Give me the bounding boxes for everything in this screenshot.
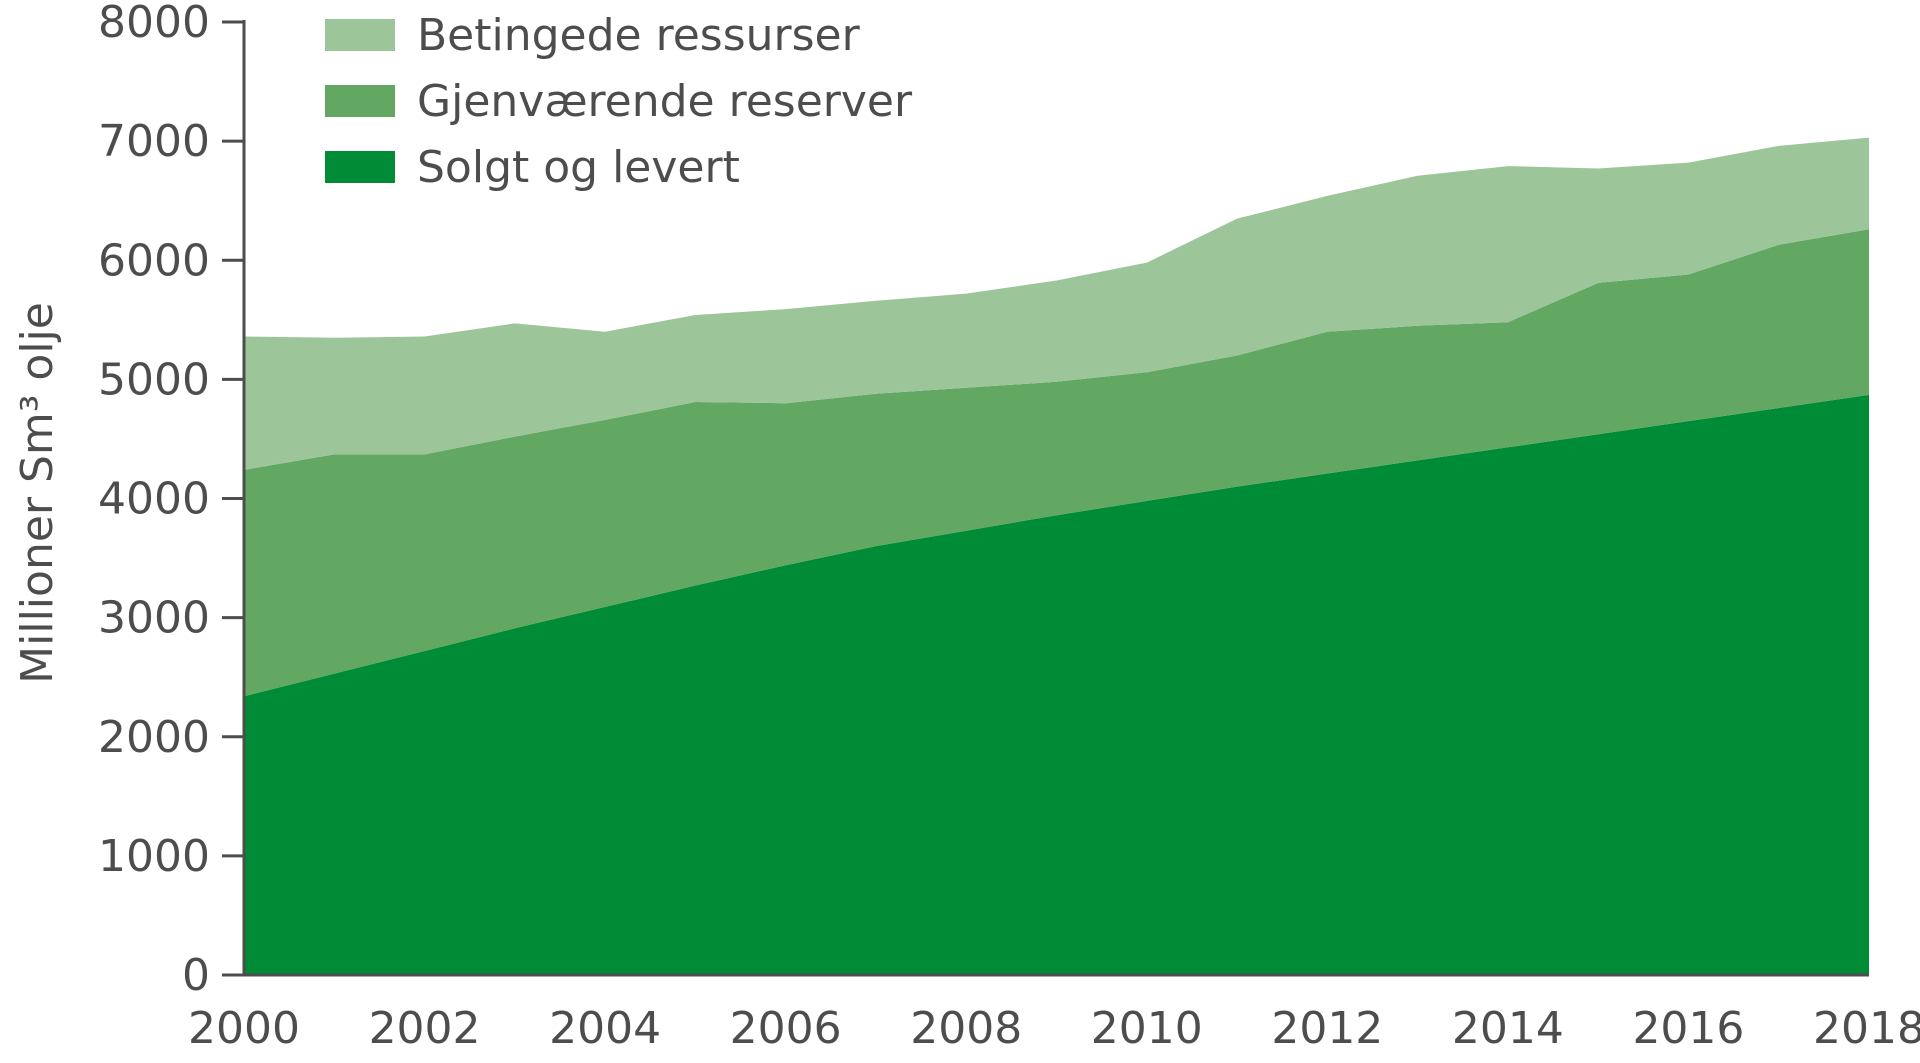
y-tick-label: 0 bbox=[182, 950, 210, 1001]
y-tick-label: 8000 bbox=[98, 0, 210, 48]
x-tick-label: 2012 bbox=[1271, 1003, 1383, 1054]
x-tick-label: 2004 bbox=[549, 1003, 661, 1054]
legend-label: Betingede ressurser bbox=[417, 10, 861, 61]
x-tick-labels: 2000 2002 2004 2006 2008 2010 2012 2014 2016 2018 bbox=[188, 1003, 1920, 1054]
legend-label: Solgt og levert bbox=[417, 142, 740, 193]
y-tick-label: 7000 bbox=[98, 116, 210, 167]
area-series-group bbox=[244, 137, 1869, 975]
x-tick-label: 2016 bbox=[1632, 1003, 1744, 1054]
legend-label: Gjenværende reserver bbox=[417, 76, 913, 127]
y-axis-title: Millioner Sm³ olje bbox=[12, 302, 63, 684]
legend-swatch bbox=[325, 19, 395, 51]
x-tick-label: 2000 bbox=[188, 1003, 300, 1054]
y-tick-label: 2000 bbox=[98, 712, 210, 763]
y-tick-label: 3000 bbox=[98, 593, 210, 644]
y-tick-labels: 0 1000 2000 3000 4000 5000 6000 7000 8000 bbox=[98, 0, 210, 1001]
x-tick-label: 2010 bbox=[1091, 1003, 1203, 1054]
y-tick-label: 1000 bbox=[98, 831, 210, 882]
x-tick-label: 2002 bbox=[369, 1003, 481, 1054]
y-tick-label: 6000 bbox=[98, 235, 210, 286]
area-series-solgt-og-levert bbox=[244, 394, 1869, 975]
x-tick-label: 2018 bbox=[1813, 1003, 1920, 1054]
y-tick-label: 4000 bbox=[98, 474, 210, 525]
axes-group bbox=[222, 20, 1869, 977]
y-tick-label: 5000 bbox=[98, 354, 210, 405]
x-tick-label: 2008 bbox=[910, 1003, 1022, 1054]
area-series-betingede-ressurser bbox=[244, 137, 1869, 470]
legend-swatch bbox=[325, 151, 395, 183]
legend: Betingede ressurser Gjenværende reserver S… bbox=[325, 10, 913, 193]
area-series-gjenværende-reserver bbox=[244, 229, 1869, 697]
x-tick-label: 2014 bbox=[1452, 1003, 1564, 1054]
x-tick-label: 2006 bbox=[730, 1003, 842, 1054]
legend-swatch bbox=[325, 85, 395, 117]
